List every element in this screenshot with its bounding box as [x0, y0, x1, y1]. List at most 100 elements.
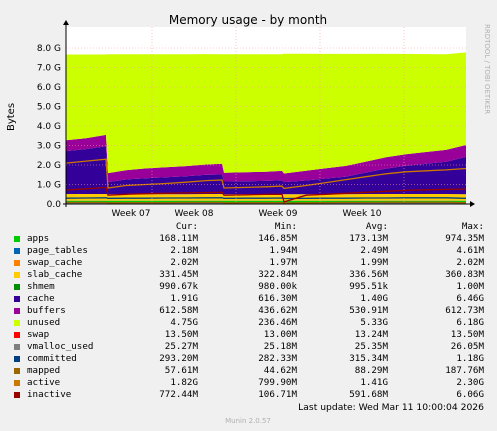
legend-swatch — [14, 236, 20, 242]
area-unused — [66, 52, 466, 174]
legend-avg-value: 1.41G — [360, 377, 388, 388]
legend-avg-value: 88.29M — [354, 365, 388, 376]
y-tick-label: 2.0 G — [37, 161, 61, 171]
legend-min-value: 1.97M — [269, 257, 297, 268]
y-tick-label: 0.0 — [47, 200, 62, 210]
x-axis-arrow — [470, 201, 475, 207]
legend-max-value: 6.18G — [456, 317, 484, 328]
legend-cur-value: 168.11M — [159, 233, 198, 244]
legend-swatch — [14, 332, 20, 338]
legend-cur-value: 1.91G — [170, 293, 198, 304]
legend-swatch — [14, 248, 20, 254]
legend-max-value: 2.02M — [456, 257, 484, 268]
legend-row-unused: unused 4.75G 236.46M 5.33G 6.18G — [0, 317, 497, 329]
legend-label: apps — [27, 233, 50, 244]
x-tick-label: Week 07 — [112, 209, 151, 219]
y-axis-label: Bytes — [6, 103, 17, 131]
legend-label: slab_cache — [27, 269, 83, 280]
legend-cur-value: 2.18M — [170, 245, 198, 256]
legend-row-inactive: inactive 772.44M 106.71M 591.68M 6.06G — [0, 389, 497, 401]
legend-swatch — [14, 308, 20, 314]
line-active — [65, 158, 467, 190]
legend-max-value: 2.30G — [456, 377, 484, 388]
legend-row-swap_cache: swap_cache 2.02M 1.97M 1.99M 2.02M — [0, 257, 497, 269]
last-update: Last update: Wed Mar 11 10:00:04 2026 — [298, 402, 484, 413]
legend-label: cache — [27, 293, 55, 304]
legend-max-value: 612.73M — [445, 305, 484, 316]
x-tick-label: Week 08 — [175, 209, 214, 219]
legend-row-page_tables: page_tables 2.18M 1.94M 2.49M 4.61M — [0, 245, 497, 257]
line-mapped — [66, 201, 467, 204]
legend-cur-value: 293.20M — [159, 353, 198, 364]
legend-max-value: 1.00M — [456, 281, 484, 292]
area-buffers — [66, 134, 466, 183]
legend-cur-value: 2.02M — [170, 257, 198, 268]
line-committed — [65, 197, 467, 200]
memory-chart: Memory usage - by month Bytes RRDTOOL / … — [6, 13, 491, 219]
area-cache — [66, 146, 466, 195]
y-tick-label: 4.0 G — [37, 122, 61, 132]
legend-max-value: 13.50M — [450, 329, 484, 340]
chart-title: Memory usage - by month — [169, 13, 327, 27]
legend-avg-value: 173.13M — [349, 233, 388, 244]
y-tick-label: 5.0 G — [37, 103, 61, 113]
legend-row-cache: cache 1.91G 616.30M 1.40G 6.46G — [0, 293, 497, 305]
legend-label: swap_cache — [27, 257, 83, 268]
legend-table: Cur: Min: Avg: Max: apps 168.11M 146.85M 17… — [0, 221, 497, 401]
legend-swatch — [14, 272, 20, 278]
area-slab_cache — [66, 194, 466, 201]
legend-row-buffers: buffers 612.58M 436.62M 530.91M 612.73M — [0, 305, 497, 317]
header-cur: Cur: — [175, 221, 198, 232]
legend-min-value: 799.90M — [258, 377, 297, 388]
legend-min-value: 980.00k — [258, 281, 297, 292]
legend-cur-value: 772.44M — [159, 389, 198, 400]
legend-min-value: 13.00M — [263, 329, 297, 340]
legend-max-value: 6.06G — [456, 389, 484, 400]
footer: Munin 2.0.57 — [225, 417, 271, 425]
y-tick-label: 1.0 G — [37, 181, 61, 191]
line-inactive — [65, 186, 467, 203]
legend-header: Cur: Min: Avg: Max: — [0, 221, 497, 233]
legend-swatch — [14, 260, 20, 266]
legend-avg-value: 315.34M — [349, 353, 388, 364]
legend-label: swap — [27, 329, 50, 340]
legend-min-value: 236.46M — [258, 317, 297, 328]
legend-swatch — [14, 344, 20, 350]
legend-min-value: 106.71M — [258, 389, 297, 400]
legend-min-value: 322.84M — [258, 269, 297, 280]
legend-swatch — [14, 296, 20, 302]
legend-max-value: 974.35M — [445, 233, 484, 244]
legend-label: unused — [27, 317, 61, 328]
legend-label: active — [27, 377, 61, 388]
legend-cur-value: 1.82G — [170, 377, 198, 388]
legend-row-committed: committed 293.20M 282.33M 315.34M 1.18G — [0, 353, 497, 365]
legend-cur-value: 57.61M — [164, 365, 198, 376]
y-tick-label: 8.0 G — [37, 44, 61, 54]
legend-cur-value: 13.50M — [164, 329, 198, 340]
legend-min-value: 282.33M — [258, 353, 297, 364]
y-tick-label: 6.0 G — [37, 83, 61, 93]
legend-label: mapped — [27, 365, 61, 376]
legend-max-value: 360.83M — [445, 269, 484, 280]
legend-min-value: 25.18M — [263, 341, 297, 352]
legend-swatch — [14, 356, 20, 362]
x-tick-label: Week 10 — [343, 209, 382, 219]
legend-row-vmalloc_used: vmalloc_used 25.27M 25.18M 25.35M 26.05M — [0, 341, 497, 353]
legend-avg-value: 25.35M — [354, 341, 388, 352]
y-tick-label: 3.0 G — [37, 142, 61, 152]
legend-avg-value: 2.49M — [360, 245, 388, 256]
legend-swatch — [14, 392, 20, 398]
y-axis-arrow — [63, 20, 69, 25]
y-tick-label: 7.0 G — [37, 64, 61, 74]
header-min: Min: — [274, 221, 297, 232]
legend-max-value: 6.46G — [456, 293, 484, 304]
legend-label: page_tables — [27, 245, 88, 256]
rrdtool-credit: RRDTOOL / TOBI OETIKER — [483, 24, 491, 114]
legend-row-shmem: shmem 990.67k 980.00k 995.51k 1.00M — [0, 281, 497, 293]
legend-avg-value: 1.99M — [360, 257, 388, 268]
legend-min-value: 436.62M — [258, 305, 297, 316]
legend-avg-value: 530.91M — [349, 305, 388, 316]
legend-swatch — [14, 380, 20, 386]
legend-row-apps: apps 168.11M 146.85M 173.13M 974.35M — [0, 233, 497, 245]
legend-cur-value: 612.58M — [159, 305, 198, 316]
